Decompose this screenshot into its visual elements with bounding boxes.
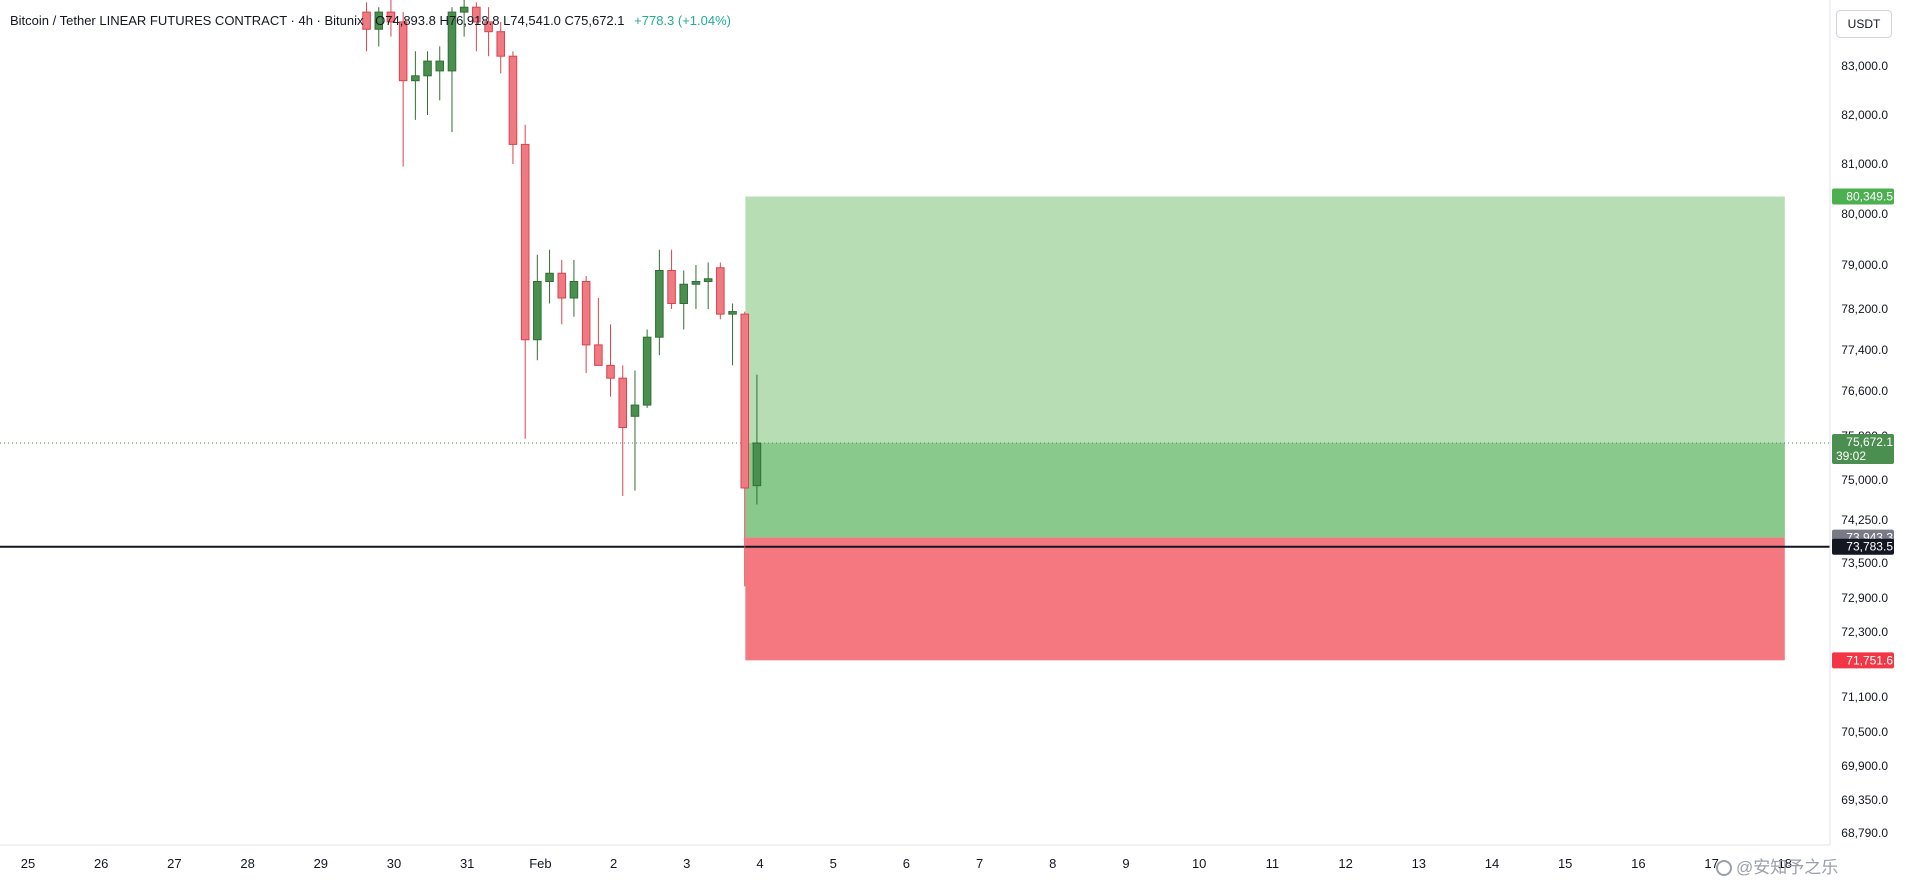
x-tick-label: 14 (1485, 856, 1499, 871)
watermark-text: @安知予之乐 (1736, 858, 1839, 877)
candle-body (703, 278, 713, 282)
y-tick-label: 79,000.0 (1841, 258, 1888, 272)
candle-body (667, 270, 676, 304)
stop-loss-badge-text: 71,751.6 (1846, 653, 1893, 667)
time-axis[interactable] (0, 845, 1906, 884)
candle-body (484, 21, 493, 33)
y-tick-label: 70,500.0 (1841, 725, 1888, 739)
candle-body (520, 143, 530, 341)
y-tick-label: 72,300.0 (1841, 625, 1888, 639)
stop-loss-badge[interactable] (1832, 652, 1894, 669)
candle-body (655, 270, 664, 338)
chart-header: Bitcoin / Tether LINEAR FUTURES CONTRACT… (10, 13, 731, 28)
x-tick-label: 4 (756, 856, 763, 871)
y-tick-label: 69,900.0 (1841, 759, 1888, 773)
candle-body (545, 272, 554, 282)
take-profit-badge[interactable] (1832, 188, 1894, 205)
x-tick-label: 10 (1192, 856, 1206, 871)
candle-body (606, 364, 615, 379)
candle-body (691, 281, 701, 285)
candle-body (459, 6, 469, 13)
candle-body (618, 377, 628, 429)
candle-body (435, 60, 445, 72)
y-tick-label: 76,600.0 (1841, 384, 1888, 398)
x-tick-label: 12 (1338, 856, 1352, 871)
y-tick-label: 72,900.0 (1841, 591, 1888, 605)
candle-body (630, 404, 640, 417)
open-profit-zone (745, 443, 1785, 538)
current-price-badge-text: 75,672.1 (1846, 435, 1893, 449)
y-tick-label: 73,500.0 (1841, 556, 1888, 570)
x-tick-label: 27 (167, 856, 181, 871)
x-tick-label: 15 (1558, 856, 1572, 871)
candle-body (386, 11, 396, 23)
candle-body (508, 55, 518, 145)
candle-body (374, 11, 384, 30)
x-tick-label: 30 (387, 856, 401, 871)
candle-body (642, 336, 652, 406)
x-tick-label: 28 (240, 856, 254, 871)
candle-body (679, 283, 689, 304)
x-tick-label: 17 (1704, 856, 1718, 871)
x-tick-label: 26 (94, 856, 108, 871)
current-price-badge[interactable] (1832, 434, 1894, 465)
horizontal-line-badge-text: 73,783.5 (1846, 540, 1893, 554)
candle-body (411, 75, 420, 82)
x-tick-label: 13 (1412, 856, 1426, 871)
candle-body (740, 313, 750, 489)
watermark: @安知予之乐 (1716, 853, 1838, 878)
y-tick-label: 81,000.0 (1841, 157, 1888, 171)
x-tick-label: 31 (460, 856, 474, 871)
x-tick-label: 6 (903, 856, 910, 871)
y-tick-label: 68,790.0 (1841, 826, 1888, 840)
x-tick-label: 16 (1631, 856, 1645, 871)
x-tick-label: 11 (1266, 856, 1280, 871)
x-tick-label: 3 (683, 856, 690, 871)
y-tick-label: 80,000.0 (1841, 207, 1888, 221)
candle-body (557, 272, 567, 299)
x-tick-label: 2 (610, 856, 617, 871)
candle-body (569, 281, 579, 299)
y-tick-label: 74,250.0 (1841, 513, 1888, 527)
y-tick-label: 71,100.0 (1841, 690, 1888, 704)
watermark-icon (1716, 860, 1732, 876)
x-tick-label: 7 (976, 856, 983, 871)
x-tick-label: 8 (1049, 856, 1056, 871)
ohlc-values: O74,893.8 H76,918.8 L74,541.0 C75,672.1 (375, 13, 625, 28)
y-tick-label: 82,000.0 (1841, 108, 1888, 122)
candle-body (447, 11, 457, 72)
x-tick-label: 9 (1122, 856, 1129, 871)
candle-body (581, 281, 591, 346)
symbol-title[interactable]: Bitcoin / Tether LINEAR FUTURES CONTRACT… (10, 13, 364, 28)
y-tick-label: 78,200.0 (1841, 302, 1888, 316)
y-tick-label: 69,350.0 (1841, 793, 1888, 807)
candle-body (533, 281, 542, 341)
y-tick-label: 83,000.0 (1841, 59, 1888, 73)
x-tick-label: Feb (529, 856, 551, 871)
current-price-badge-countdown: 39:02 (1836, 449, 1866, 463)
candle-body (362, 11, 371, 30)
candle-body (728, 311, 737, 315)
candle-body (423, 60, 432, 77)
candle-body (496, 31, 506, 57)
candle-body (752, 442, 762, 487)
y-tick-label: 75,000.0 (1841, 473, 1888, 487)
x-tick-label: 29 (314, 856, 328, 871)
horizontal-line-badge[interactable] (1832, 538, 1894, 555)
y-tick-label: 77,400.0 (1841, 343, 1888, 357)
price-change: +778.3 (+1.04%) (634, 13, 731, 28)
candle-body (716, 267, 725, 315)
x-tick-label: 5 (830, 856, 837, 871)
currency-button[interactable]: USDT (1836, 10, 1892, 38)
candle-body (594, 344, 603, 366)
candle-body (398, 21, 408, 82)
stop-loss-zone[interactable] (745, 537, 1785, 661)
x-tick-label: 18 (1778, 856, 1792, 871)
x-tick-label: 25 (21, 856, 35, 871)
candle-body (472, 6, 481, 23)
take-profit-badge-text: 80,349.5 (1846, 190, 1893, 204)
